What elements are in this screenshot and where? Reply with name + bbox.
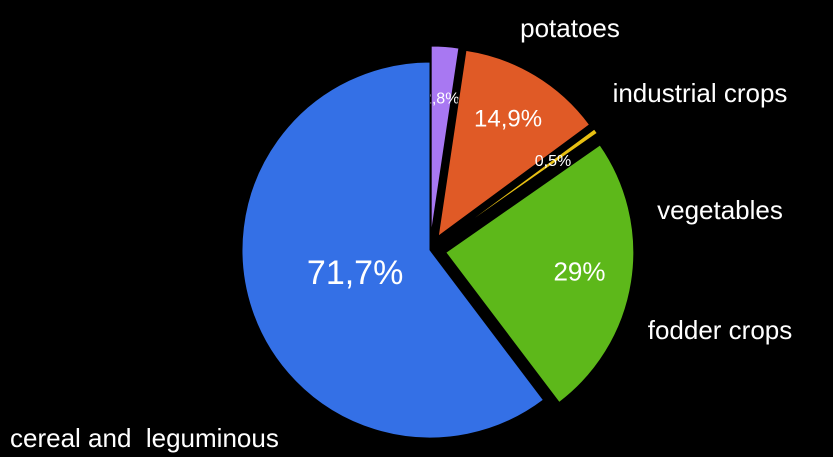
category-label: cereal and leguminous	[10, 423, 279, 453]
category-label: fodder crops	[648, 315, 793, 345]
category-label: potatoes	[520, 13, 620, 43]
pie-slice	[437, 49, 591, 238]
pie-slice	[241, 61, 545, 439]
pie-slice	[442, 128, 598, 242]
value-label: 14,9%	[474, 106, 542, 133]
category-label: industrial crops	[613, 78, 788, 108]
pie-slice	[445, 144, 635, 404]
value-label: 71,7%	[307, 254, 403, 292]
pie-slice	[430, 45, 460, 235]
category-label: vegetables	[657, 195, 783, 225]
value-label: 0,5%	[535, 153, 571, 170]
value-label: 2,8%	[423, 90, 459, 107]
value-label: 29%	[553, 257, 605, 287]
